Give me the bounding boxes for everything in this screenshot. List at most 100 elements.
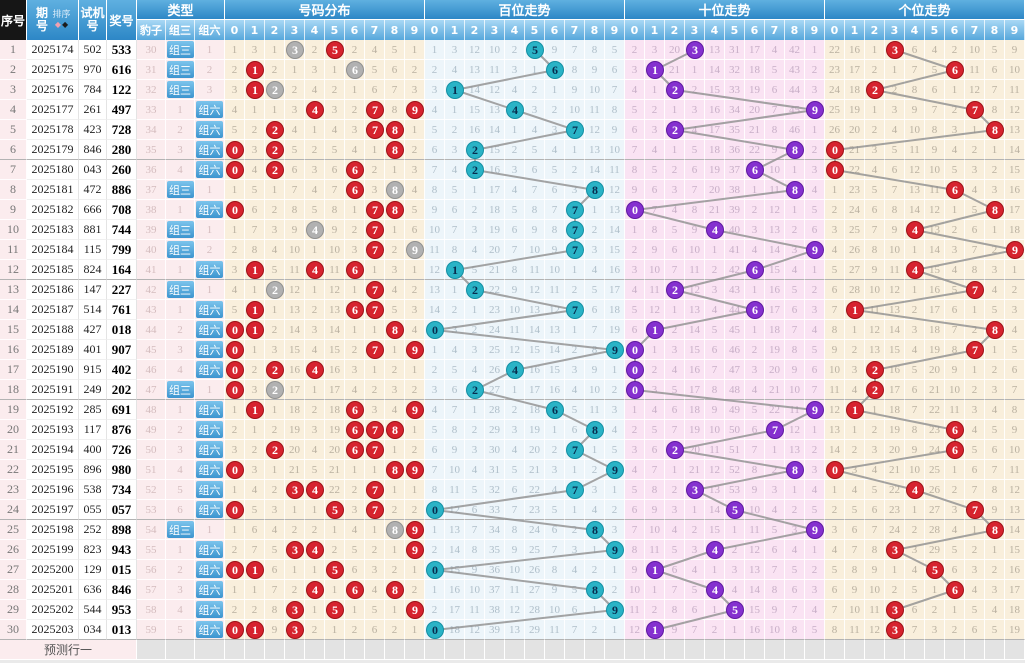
trend-cell: 8: [385, 140, 405, 160]
miss-cell: 7: [505, 500, 525, 520]
trend-cell: 5: [725, 600, 745, 620]
miss-cell: 1: [745, 280, 765, 300]
miss-cell: 5: [905, 360, 925, 380]
miss-cell: 2: [805, 440, 825, 460]
miss-cell: 4: [1005, 320, 1025, 340]
miss-cell: 6: [885, 160, 905, 180]
miss-cell: 5: [645, 420, 665, 440]
miss-cell: 7: [705, 360, 725, 380]
period-cell: 2025192: [27, 400, 79, 420]
miss-cell: 2: [305, 300, 325, 320]
miss-cell: 2: [985, 560, 1005, 580]
miss-cell: 3: [325, 100, 345, 120]
miss-cell: 5: [225, 300, 245, 320]
miss-cell: 2: [725, 540, 745, 560]
miss-cell: 3: [265, 500, 285, 520]
trend-cell: 7: [565, 300, 585, 320]
hit-digit-circle: 6: [946, 441, 964, 459]
sort-control[interactable]: 排序 ◆ ◆: [52, 11, 70, 30]
miss-cell: 36: [485, 560, 505, 580]
zu3-cell: 4: [166, 460, 195, 480]
miss-cell: 5: [445, 180, 465, 200]
sort-desc-diamond-icon[interactable]: ◆: [61, 20, 69, 29]
trend-cell: 2: [265, 360, 285, 380]
miss-cell: 11: [865, 300, 885, 320]
miss-cell: 19: [705, 160, 725, 180]
hit-digit-circle: 6: [346, 61, 364, 79]
miss-cell: 12: [865, 620, 885, 640]
header-distribution: 号码分布: [225, 0, 425, 20]
miss-cell: 3: [945, 500, 965, 520]
period-cell: 2025178: [27, 120, 79, 140]
miss-cell: 1: [905, 240, 925, 260]
miss-cell: 16: [705, 100, 725, 120]
prize-number-cell: 761: [107, 300, 137, 320]
miss-cell: 1: [585, 600, 605, 620]
prize-number-cell: 013: [107, 620, 137, 640]
miss-cell: 14: [545, 340, 565, 360]
miss-cell: 2: [945, 100, 965, 120]
miss-cell: 2: [285, 580, 305, 600]
trend-cell: 7: [365, 120, 385, 140]
zu6-badge: 组六: [196, 501, 223, 518]
miss-cell: 18: [445, 620, 465, 640]
trend-cell: 0: [425, 500, 445, 520]
prize-number-cell: 744: [107, 220, 137, 240]
miss-cell: 12: [905, 160, 925, 180]
miss-cell: 1: [265, 460, 285, 480]
miss-cell: 2: [405, 500, 425, 520]
miss-cell: 12: [445, 500, 465, 520]
trend-cell: 9: [405, 100, 425, 120]
hit-digit-circle: 7: [366, 121, 384, 139]
miss-cell: 6: [925, 80, 945, 100]
header-group-distribution: 号码分布 0 1 2 3 4 5 6 7 8 9: [225, 0, 425, 40]
header-units-digit-2: 2: [865, 20, 885, 40]
hit-digit-circle: 9: [406, 541, 424, 559]
miss-cell: 11: [845, 620, 865, 640]
trend-cell: 9: [405, 540, 425, 560]
miss-cell: 19: [325, 420, 345, 440]
header-dist-digit-2: 2: [265, 20, 285, 40]
miss-cell: 17: [925, 300, 945, 320]
miss-cell: 17: [325, 380, 345, 400]
miss-cell: 5: [545, 160, 565, 180]
miss-cell: 1: [385, 480, 405, 500]
miss-cell: 2: [305, 400, 325, 420]
miss-cell: 8: [765, 120, 785, 140]
miss-cell: 5: [605, 440, 625, 460]
miss-cell: 1: [365, 260, 385, 280]
miss-cell: 7: [505, 240, 525, 260]
miss-cell: 1: [305, 280, 325, 300]
miss-cell: 2: [945, 480, 965, 500]
miss-cell: 9: [865, 260, 885, 280]
test-number-cell: 896: [79, 460, 107, 480]
trend-cell: 2: [665, 80, 685, 100]
miss-cell: 5: [865, 480, 885, 500]
miss-cell: 6: [245, 520, 265, 540]
miss-cell: 15: [925, 260, 945, 280]
period-cell: 2025188: [27, 320, 79, 340]
miss-cell: 5: [825, 560, 845, 580]
miss-cell: 2: [625, 420, 645, 440]
miss-cell: 9: [865, 560, 885, 580]
trend-cell: 8: [585, 580, 605, 600]
miss-cell: 8: [1005, 400, 1025, 420]
miss-cell: 3: [965, 160, 985, 180]
miss-cell: 3: [305, 60, 325, 80]
hit-digit-circle: 0: [226, 621, 244, 639]
trend-cell: 1: [245, 400, 265, 420]
miss-cell: 5: [765, 60, 785, 80]
miss-cell: 4: [805, 600, 825, 620]
miss-cell: 10: [545, 260, 565, 280]
zu6-badge: 组六: [196, 141, 223, 158]
miss-cell: 13: [465, 60, 485, 80]
hit-digit-circle: 1: [646, 61, 664, 79]
miss-cell: 9: [525, 220, 545, 240]
miss-cell: 10: [1005, 440, 1025, 460]
sort-asc-diamond-icon[interactable]: ◆: [54, 20, 61, 29]
hit-digit-circle: 0: [226, 361, 244, 379]
miss-cell: 5: [985, 420, 1005, 440]
miss-cell: 5: [565, 580, 585, 600]
prediction-empty-cell: [925, 640, 945, 660]
miss-cell: 18: [925, 320, 945, 340]
